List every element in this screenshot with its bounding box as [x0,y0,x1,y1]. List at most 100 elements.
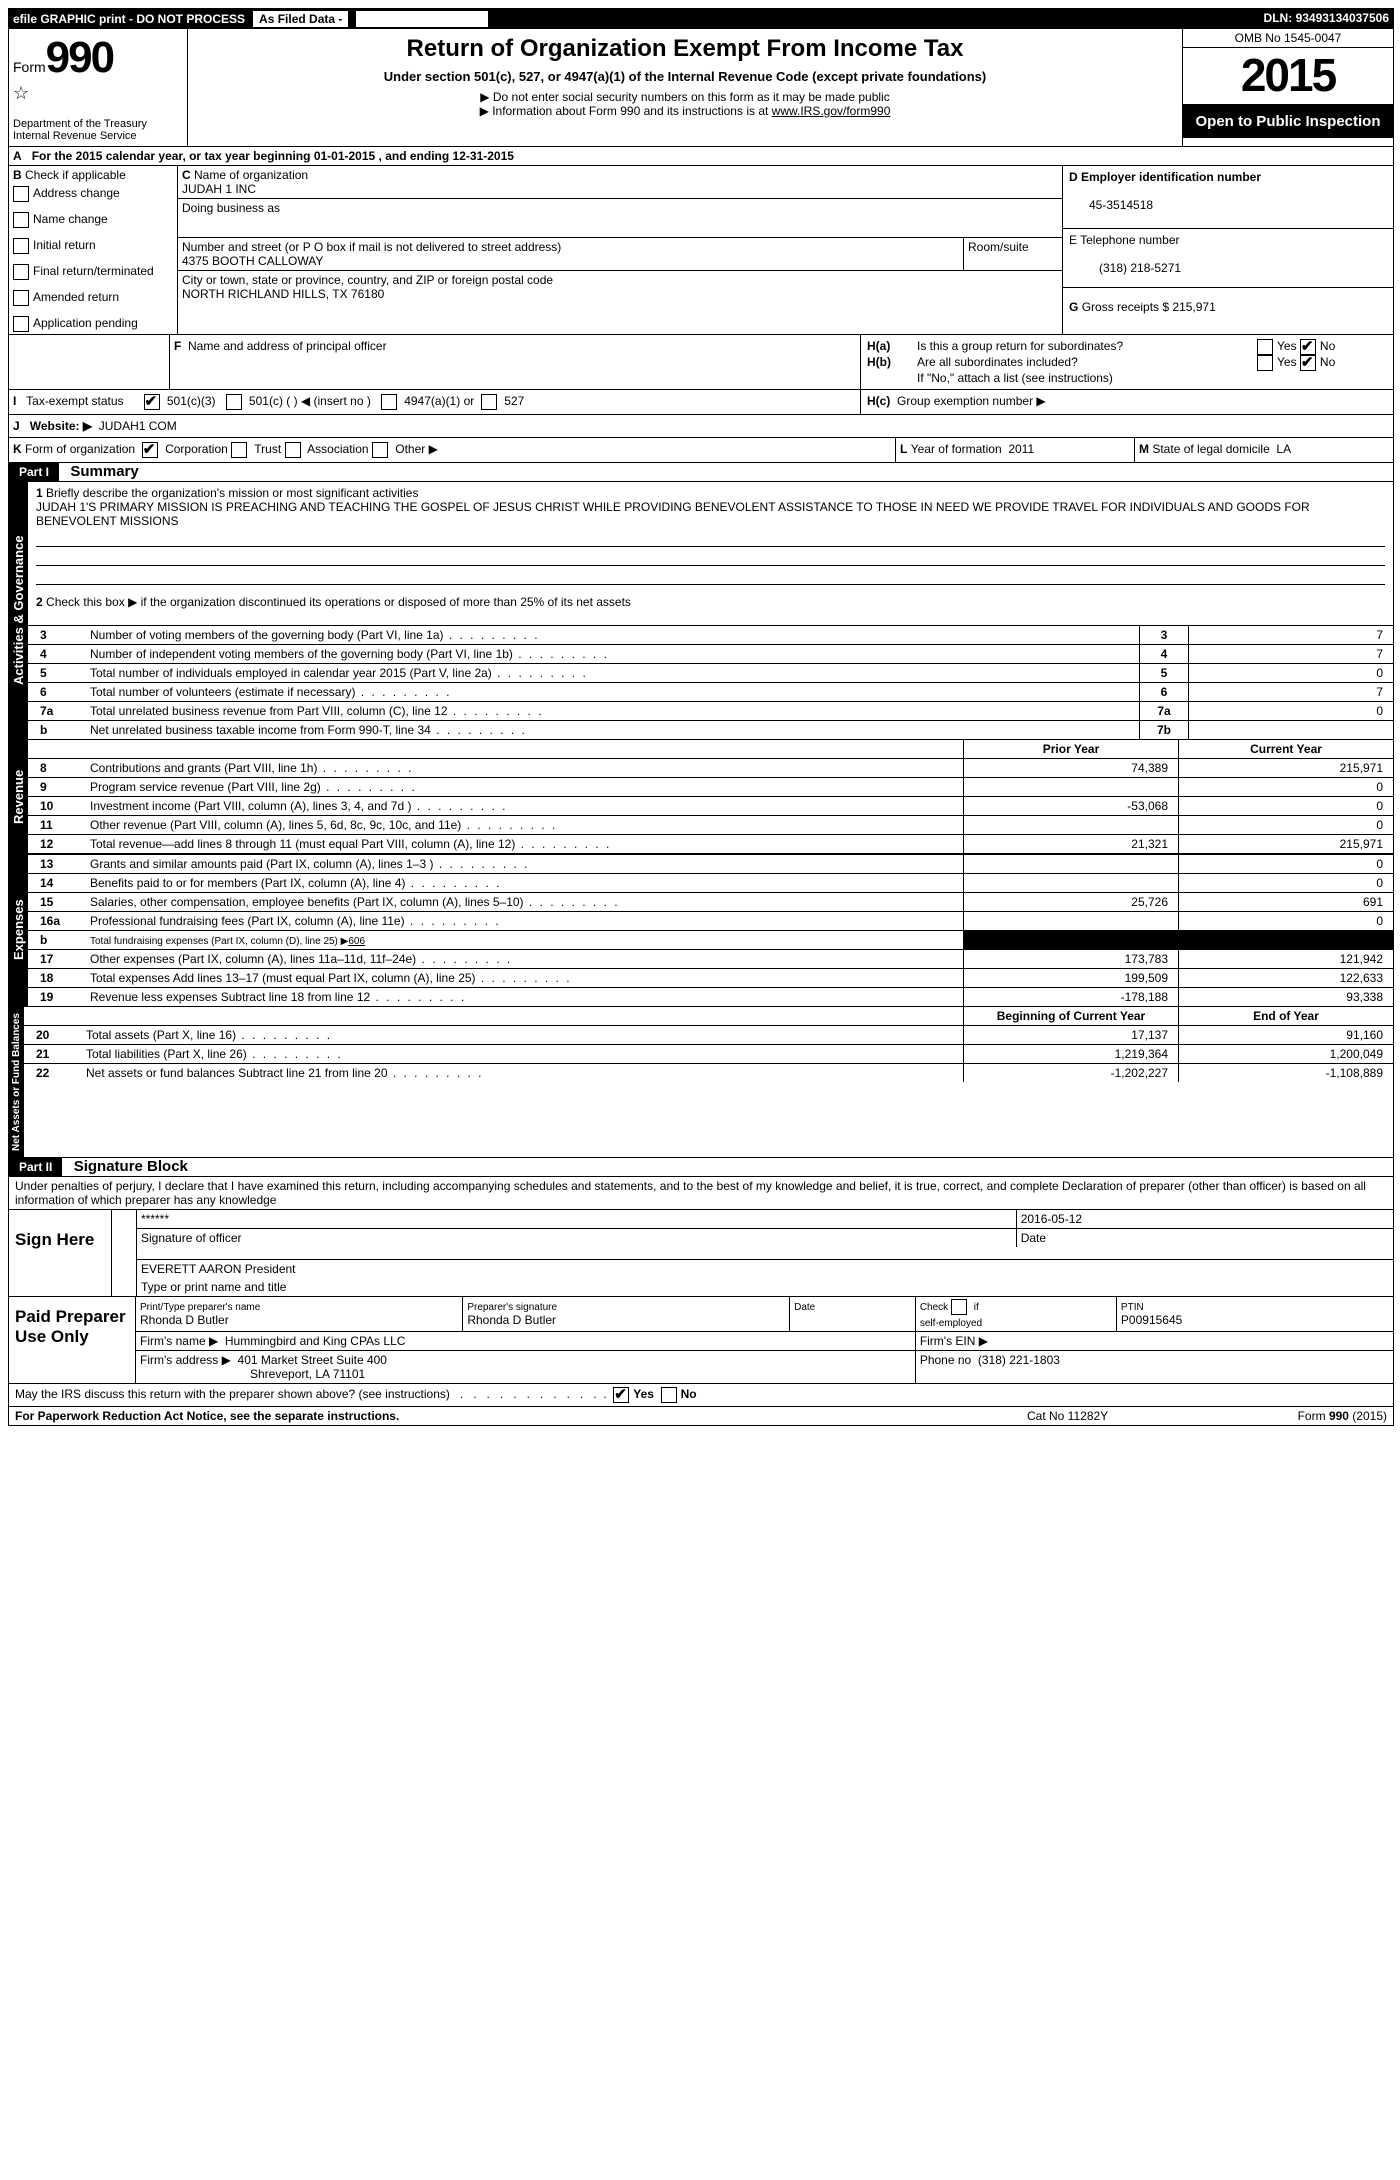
form-label: Form [13,59,46,75]
name-change-checkbox[interactable] [13,212,29,228]
perjury-text: Under penalties of perjury, I declare th… [9,1177,1393,1210]
m-text: State of legal domicile [1152,442,1269,456]
fin-row: 18 Total expenses Add lines 13–17 (must … [28,969,1393,988]
i-row: I Tax-exempt status 501(c)(3) 501(c) ( )… [9,390,1393,415]
note2-pre: ▶ Information about Form 990 and its ins… [480,104,772,118]
q1-text: Briefly describe the organization's miss… [46,486,418,500]
b-check-label: Check if applicable [25,168,126,182]
website-value: JUDAH1 COM [99,419,177,433]
prep-name-label: Print/Type preparer's name [140,1302,260,1313]
hb-yes: Yes [1277,355,1297,369]
gov-row: b Net unrelated business taxable income … [28,721,1393,740]
other-checkbox[interactable] [372,442,388,458]
501c3-checkbox[interactable] [144,394,160,410]
sign-here-label: Sign Here [9,1210,111,1296]
sig-date: 2016-05-12 [1016,1210,1393,1229]
dln-value: 93493134037506 [1296,11,1389,25]
ha-yes-checkbox[interactable] [1257,339,1273,355]
ein-value: 45-3514518 [1069,198,1153,212]
sig-officer-label: Signature of officer [137,1229,1016,1248]
form-subtitle: Under section 501(c), 527, or 4947(a)(1)… [204,69,1166,84]
amended-return-checkbox[interactable] [13,290,29,306]
hc-label: H(c) [867,394,890,408]
fh-spacer [9,335,170,389]
fin-row: 10 Investment income (Part VIII, column … [28,797,1393,816]
ha-text: Is this a group return for subordinates? [917,339,1257,355]
irs-label: Internal Revenue Service [13,130,183,142]
self-employed-checkbox[interactable] [951,1299,967,1315]
opt-4947: 4947(a)(1) or [404,394,474,408]
firm-addr1: 401 Market Street Suite 400 [238,1353,387,1367]
hb-no-checkbox[interactable] [1300,355,1316,371]
i-label: I [13,394,16,408]
final-return-checkbox[interactable] [13,264,29,280]
527-checkbox[interactable] [481,394,497,410]
revenue-table: Prior Year Current Year 8 Contributions … [28,740,1393,853]
mission-text: JUDAH 1'S PRIMARY MISSION IS PREACHING A… [36,500,1310,528]
prep-date-label: Date [794,1302,815,1313]
j-label: J [13,419,20,433]
part2-label: Part II [9,1158,62,1176]
l-text: Year of formation [911,442,1002,456]
fin-row: 21 Total liabilities (Part X, line 26) 1… [24,1045,1393,1064]
as-filed-blank [356,11,488,27]
amended-return-label: Amended return [33,290,119,304]
name-change-label: Name change [33,212,108,226]
m-label: M [1139,442,1149,456]
discuss-row: May the IRS discuss this return with the… [9,1384,1393,1407]
fin-row: 19 Revenue less expenses Subtract line 1… [28,988,1393,1007]
section-h: H(a) Is this a group return for subordin… [861,335,1393,389]
fin-row: 15 Salaries, other compensation, employe… [28,893,1393,912]
addr-label: Number and street (or P O box if mail is… [182,240,561,254]
cat-number: Cat No 11282Y [1027,1409,1227,1423]
irs-link[interactable]: www.IRS.gov/form990 [772,104,891,118]
col-begin: Beginning of Current Year [964,1007,1179,1026]
net-assets-section: Net Assets or Fund Balances Beginning of… [9,1007,1393,1158]
line-a-pre: For the 2015 calendar year, or tax year … [32,149,314,163]
fin-row: 16a Professional fundraising fees (Part … [28,912,1393,931]
gov-row: 5 Total number of individuals employed i… [28,664,1393,683]
initial-return-checkbox[interactable] [13,238,29,254]
hb-yes-checkbox[interactable] [1257,355,1273,371]
fin-row: 11 Other revenue (Part VIII, column (A),… [28,816,1393,835]
trust-checkbox[interactable] [231,442,247,458]
mission-line1 [36,530,1385,547]
dba-label: Doing business as [182,201,280,215]
fin-row: 17 Other expenses (Part IX, column (A), … [28,950,1393,969]
hb-note: If "No," attach a list (see instructions… [867,371,1387,385]
app-pending-checkbox[interactable] [13,316,29,332]
fin-row: 20 Total assets (Part X, line 16) 17,137… [24,1026,1393,1045]
part1-header: Part I Summary [9,463,1393,482]
corp-checkbox[interactable] [142,442,158,458]
discuss-yes-checkbox[interactable] [613,1387,629,1403]
top-bar: efile GRAPHIC print - DO NOT PROCESS As … [9,9,1393,29]
addr-change-checkbox[interactable] [13,186,29,202]
initial-return-label: Initial return [33,238,96,252]
hb-text: Are all subordinates included? [917,355,1257,371]
gov-section-label: Activities & Governance [9,482,28,739]
sign-here-block: Sign Here ****** 2016-05-12 Signature of… [9,1210,1393,1297]
4947-checkbox[interactable] [381,394,397,410]
sig-date-label: Date [1016,1229,1393,1248]
opt-501c3: 501(c)(3) [167,394,216,408]
501c-checkbox[interactable] [226,394,242,410]
c-name-label: Name of organization [194,168,308,182]
assoc-checkbox[interactable] [285,442,301,458]
exp-section-label: Expenses [9,854,28,1006]
discuss-no-checkbox[interactable] [661,1387,677,1403]
k-text: Form of organization [25,442,135,456]
form-number: 990 [46,33,113,82]
part2-title: Signature Block [66,1158,188,1175]
section-deg: D Employer identification number 45-3514… [1062,166,1393,334]
dept-treasury: Department of the Treasury [13,118,183,130]
discuss-no: No [681,1388,697,1402]
gov-row: 3 Number of voting members of the govern… [28,626,1393,645]
tax-year: 2015 [1183,48,1393,105]
form-header: Form990 ☆ Department of the Treasury Int… [9,29,1393,147]
officer-name: EVERETT AARON President [137,1260,1393,1279]
expenses-table: 13 Grants and similar amounts paid (Part… [28,854,1393,1006]
activities-governance: Activities & Governance 1 Briefly descri… [9,482,1393,740]
as-filed-box: As Filed Data - [253,11,348,27]
d-label: D Employer identification number [1069,170,1261,184]
discuss-yes: Yes [633,1388,654,1402]
